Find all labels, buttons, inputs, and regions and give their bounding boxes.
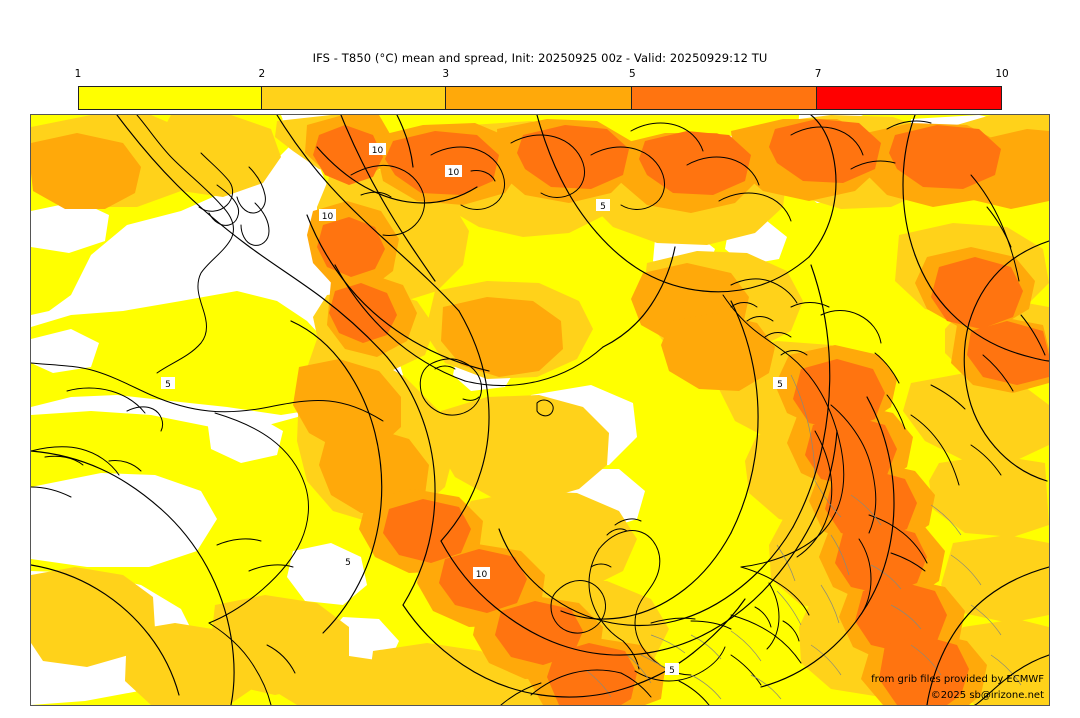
colorbar-tick-2: 2 — [258, 68, 266, 80]
credit-source: from grib files provided by ECMWF — [871, 674, 1044, 685]
colorbar-segment-2-3 — [262, 87, 446, 109]
contour-label: 5 — [341, 555, 355, 568]
page-title: IFS - T850 (°C) mean and spread, Init: 2… — [312, 51, 768, 65]
colorbar-segment-7-10 — [817, 87, 1001, 109]
coastlines — [31, 115, 1046, 705]
map-svg: 10 10 10 5 1 — [31, 115, 1049, 705]
svg-text:5: 5 — [669, 666, 675, 676]
colorbar-gradient — [78, 86, 1002, 110]
contour-label: 5 — [773, 377, 787, 390]
svg-text:5: 5 — [345, 558, 351, 568]
contour-label: 10 — [445, 165, 462, 178]
contour-label: 5 — [665, 663, 679, 676]
colorbar-segment-1-2 — [79, 87, 263, 109]
colorbar-segment-5-7 — [632, 87, 818, 109]
colorbar: 1 2 3 5 7 10 — [75, 68, 1009, 110]
spread-band-5-7 — [313, 119, 1049, 705]
svg-text:10: 10 — [372, 146, 384, 156]
colorbar-tick-1: 1 — [74, 68, 82, 80]
contour-label: 5 — [596, 199, 610, 212]
contour-label: 10 — [473, 567, 490, 580]
svg-text:5: 5 — [600, 202, 606, 212]
contour-lines — [31, 115, 1049, 705]
svg-text:5: 5 — [777, 380, 783, 390]
credit-copyright: ©2025 sb@irizone.net — [930, 690, 1044, 701]
contour-label: 10 — [319, 209, 336, 222]
country-borders — [586, 374, 1022, 700]
colorbar-tick-10: 10 — [995, 68, 1009, 80]
svg-text:10: 10 — [476, 570, 488, 580]
colorbar-tick-7: 7 — [814, 68, 822, 80]
colorbar-tick-5: 5 — [629, 68, 636, 80]
colorbar-tick-3: 3 — [442, 68, 450, 80]
contour-label: 10 — [369, 143, 386, 156]
contour-labels: 10 10 10 5 1 — [161, 143, 787, 676]
svg-text:5: 5 — [165, 380, 171, 390]
map-canvas[interactable]: 10 10 10 5 1 — [30, 114, 1050, 706]
svg-text:10: 10 — [448, 168, 460, 178]
contour-label: 5 — [161, 377, 175, 390]
colorbar-segment-3-5 — [445, 87, 633, 109]
svg-text:10: 10 — [322, 212, 334, 222]
